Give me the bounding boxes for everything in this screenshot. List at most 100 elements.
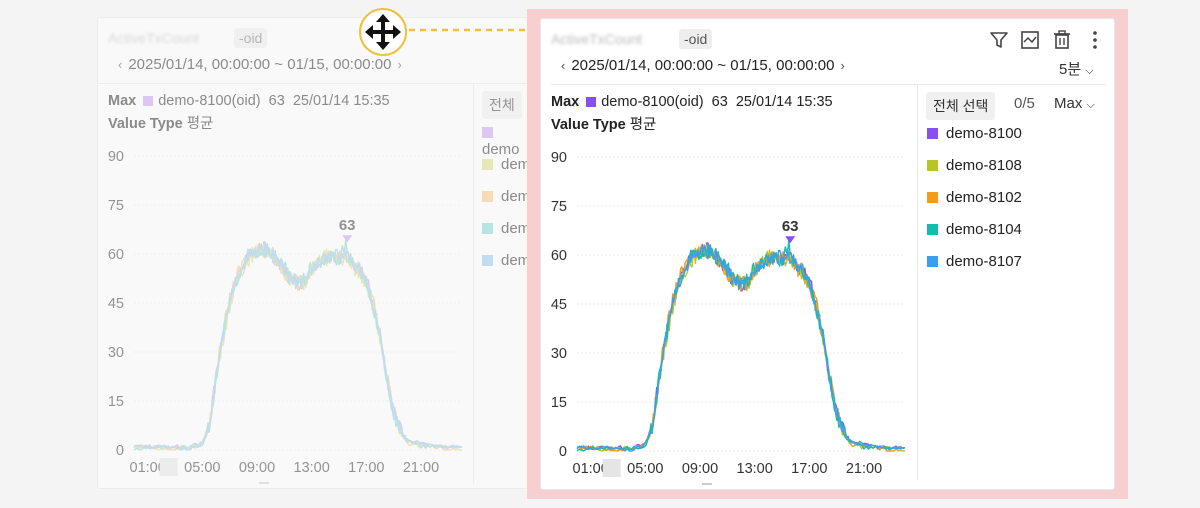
blur-mask <box>602 459 621 477</box>
x-tick-label: 21:00 <box>403 460 439 476</box>
max-marker-label: 63 <box>339 217 356 234</box>
tooltip-info: Max demo-8100(oid) 63 25/01/14 15:35 <box>108 93 390 109</box>
move-arrows-icon <box>365 14 401 50</box>
next-range-icon[interactable]: › <box>840 58 845 73</box>
y-tick-label: 15 <box>551 395 567 411</box>
line-chart[interactable]: 90 75 60 45 30 15 0 01:00 05:00 09:00 13:00 17:00 21… <box>541 144 913 489</box>
legend-item[interactable]: dem <box>482 252 530 269</box>
x-tick-label: 13:00 <box>737 461 773 477</box>
widget-title-suffix: -oid <box>679 29 713 49</box>
y-tick-label: 60 <box>551 248 567 264</box>
legend-sort-value: Max <box>1054 95 1083 112</box>
legend-swatch <box>927 128 938 139</box>
legend-swatch <box>927 192 938 203</box>
legend-label: demo-8102 <box>946 189 1022 206</box>
y-tick-label: 60 <box>108 247 124 263</box>
interval-value: 5분 <box>1059 61 1082 78</box>
widget-title-suffix: -oid <box>234 28 268 48</box>
widget-title-blurred: ActiveTxCount <box>108 30 200 46</box>
legend-select-all-button[interactable]: 전체 선택 <box>926 92 996 120</box>
widget-title-blurred: ActiveTxCount <box>551 31 643 47</box>
value-type-info: Value Type 평균 <box>551 113 656 134</box>
series-line-demo-8107[interactable] <box>576 244 906 452</box>
legend-swatch <box>482 223 493 234</box>
series-line-demo-8108[interactable] <box>576 244 906 452</box>
legend-item[interactable]: demo <box>482 124 532 158</box>
date-range: ‹ 2025/01/14, 00:00:00 ~ 01/15, 00:00:00 › <box>112 56 408 73</box>
header-divider <box>551 84 1106 85</box>
value-type: 평균 <box>186 116 214 132</box>
y-tick-label: 30 <box>108 345 124 361</box>
prev-range-icon[interactable]: ‹ <box>118 57 123 72</box>
series-line-demo-8100[interactable] <box>576 242 906 451</box>
series-line-demo-8104[interactable] <box>576 239 906 452</box>
legend-item[interactable]: demo-8108 <box>927 157 1022 174</box>
max-series: demo-8100(oid) <box>601 94 704 110</box>
legend-select-all-button[interactable]: 전체 <box>482 91 522 119</box>
x-tick-label: 13:00 <box>294 460 330 476</box>
x-tick-label: 01:00 <box>573 461 609 477</box>
legend-item[interactable]: demo-8104 <box>927 221 1022 238</box>
tooltip-info: Max demo-8100(oid) 63 25/01/14 15:35 <box>551 94 833 110</box>
x-tick-label: 01:00 <box>130 460 166 476</box>
series-line-demo-8102[interactable] <box>133 243 463 451</box>
legend-item[interactable]: demo-8102 <box>927 189 1022 206</box>
chevron-down-icon: ⌵ <box>1086 99 1095 111</box>
move-badge[interactable] <box>359 8 407 56</box>
x-tick-label: 05:00 <box>627 461 663 477</box>
max-time: 25/01/14 15:35 <box>292 93 390 109</box>
legend-label: demo-8104 <box>946 221 1022 238</box>
filter-icon[interactable] <box>988 29 1010 51</box>
series-line-demo-8107[interactable] <box>133 243 463 451</box>
legend-label: dem <box>501 252 531 269</box>
y-tick-label: 90 <box>108 149 124 165</box>
prev-range-icon[interactable]: ‹ <box>561 58 566 73</box>
y-tick-label: 75 <box>108 198 124 214</box>
ghost-widget-panel: ActiveTxCount -oid ‹ 2025/01/14, 00:00:00… <box>97 17 534 489</box>
next-range-icon[interactable]: › <box>397 57 402 72</box>
series-line-demo-8104[interactable] <box>133 238 463 451</box>
series-swatch <box>586 97 597 107</box>
line-chart[interactable]: 90 75 60 45 30 15 0 01:00 05:00 09:00 13:00 17:00 21… <box>98 143 470 488</box>
series-line-demo-8108[interactable] <box>133 243 463 451</box>
legend-sort-dropdown[interactable]: Max ⌵ <box>1054 95 1095 112</box>
legend-label: demo-8100 <box>946 125 1022 142</box>
legend-item[interactable]: dem <box>482 156 530 173</box>
legend-label: dem <box>501 156 531 173</box>
series-swatch <box>143 96 154 106</box>
legend-label: demo <box>482 141 520 158</box>
max-series: demo-8100(oid) <box>158 93 261 109</box>
max-marker <box>342 235 353 243</box>
value-type: 평균 <box>629 117 657 133</box>
legend-label: demo-8107 <box>946 253 1022 270</box>
x-tick-label: 09:00 <box>682 461 718 477</box>
trash-icon[interactable] <box>1051 29 1073 51</box>
legend-item[interactable]: demo-8107 <box>927 253 1022 270</box>
legend-swatch <box>482 127 493 138</box>
y-tick-label: 45 <box>108 296 124 312</box>
legend-swatch <box>482 159 493 170</box>
series-line-demo-8102[interactable] <box>576 244 906 452</box>
legend-item[interactable]: demo-8100 <box>927 125 1022 142</box>
legend-item[interactable]: dem <box>482 220 530 237</box>
series-line-demo-8100[interactable] <box>133 241 463 450</box>
x-tick-label: 09:00 <box>239 460 275 476</box>
legend-divider <box>473 84 474 484</box>
date-range-text: 2025/01/14, 00:00:00 ~ 01/15, 00:00:00 <box>128 56 392 73</box>
legend-swatch <box>927 256 938 267</box>
legend-item[interactable]: dem <box>482 188 530 205</box>
x-tick-label: 17:00 <box>348 460 384 476</box>
widget-panel: ActiveTxCount -oid ‹ 2025/01/14, 00:00:00… <box>540 18 1115 490</box>
legend-label: dem <box>501 220 531 237</box>
value-type-label: Value Type <box>551 117 626 133</box>
interval-dropdown[interactable]: 5분 ⌵ <box>1059 58 1094 79</box>
y-tick-label: 30 <box>551 346 567 362</box>
y-tick-label: 75 <box>551 199 567 215</box>
y-tick-label: 0 <box>559 444 567 460</box>
x-tick-label: 17:00 <box>791 461 827 477</box>
chart-image-icon[interactable] <box>1019 29 1041 51</box>
x-tick-label: 05:00 <box>184 460 220 476</box>
max-marker-label: 63 <box>782 218 799 235</box>
chevron-down-icon: ⌵ <box>1085 65 1094 77</box>
more-vertical-icon[interactable] <box>1084 29 1106 51</box>
